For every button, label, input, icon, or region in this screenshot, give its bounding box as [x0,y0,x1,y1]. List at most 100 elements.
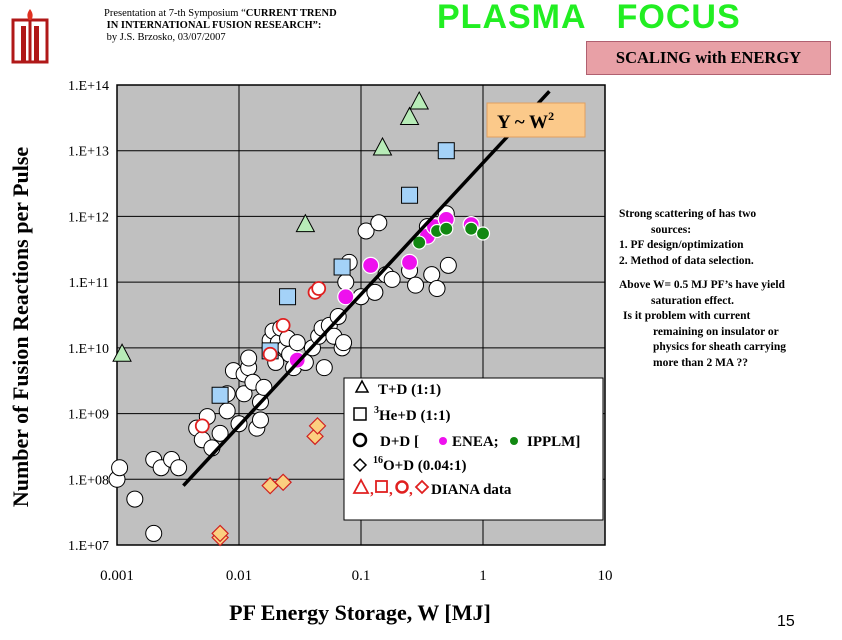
td-data-point [372,136,393,156]
ipplm-data-point [475,226,491,241]
legend-diana-triangle [352,478,370,494]
hed-data-point [211,386,229,404]
y-tick-label: 1.E+10 [68,342,109,357]
dd-data-point [428,280,446,298]
legend-label-diana: DIANA data [431,482,512,498]
legend-label-od: 16O+D (0.04:1) [373,455,467,474]
diana-data-point [311,281,327,296]
legend-label-dd: D+D [ [380,434,419,450]
legend-enea-dot [439,437,447,445]
x-tick-label: 0.01 [226,568,252,584]
note-line: physics for sheath carrying [653,341,786,353]
td-data-point [399,106,420,126]
dd-data-point [240,349,258,367]
dd-data-point [315,359,333,377]
td-data-point [409,90,430,110]
y-axis-title: Number of Fusion Reactions per Pulse [8,147,33,508]
scaling-annotation: Y ~ W2 [497,109,554,133]
ipplm-data-point [439,221,454,236]
x-tick-label: 1 [479,568,487,584]
dd-data-point [251,411,269,429]
dd-data-point [126,490,144,508]
dd-data-point [218,402,236,420]
legend-label-td: T+D (1:1) [378,382,441,398]
diana-data-point [262,346,278,362]
scaling-annotation-box [486,102,586,138]
note-line: remaining on insulator or [653,325,779,338]
y-tick-label: 1.E+09 [68,408,109,423]
dd-data-point [255,378,273,396]
enea-data-point [400,253,419,271]
legend-diana-square [375,480,388,493]
dd-data-point [335,334,353,352]
legend-circle-marker [352,432,368,448]
x-tick-label: 10 [598,568,613,584]
enea-data-point [362,256,380,274]
y-tick-label: 1.E+13 [68,145,109,160]
dd-data-point [357,222,375,240]
ipplm-data-point [412,235,427,250]
note-line: Above W= 0.5 MJ PF’s have yield [619,279,785,291]
note-line: Strong scattering of has two [619,208,757,220]
x-tick-label: 0.1 [352,568,371,584]
dd-data-point [288,334,306,352]
dd-data-point [145,524,163,542]
td-data-point [295,213,316,233]
x-tick-label: 0.001 [100,568,134,584]
td-data-point [112,343,132,362]
diana-data-point [275,317,291,333]
legend-label-hed: 3He+D (1:1) [374,405,450,424]
page-number: 15 [777,613,795,630]
y-tick-label: 1.E+14 [68,79,109,94]
institute-logo [10,6,50,64]
legend-comma: , [409,482,413,498]
od-data-point [274,473,292,492]
dd-data-point [370,214,388,232]
slide-title: PLASMA FOCUS [437,0,741,36]
scaling-fit-line [182,90,551,487]
legend-triangle-marker [354,379,370,393]
note-line: Is it problem with current [623,310,751,322]
legend-label-ipplm: IPPLM] [527,434,580,450]
y-tick-label: 1.E+12 [68,210,109,225]
dd-data-point [366,283,384,301]
note-line: 1. PF design/optimization [619,239,744,251]
presentation-title-part1: CURRENT TREND [245,8,337,19]
note-line: more than 2 MA ?? [653,356,748,369]
dd-data-point [337,273,355,291]
hed-data-point [437,142,455,160]
dd-data-point [111,459,129,477]
dd-data-point [407,276,425,294]
legend-diana-circle [395,480,409,494]
od-data-point [308,417,327,435]
hed-data-point [279,288,297,306]
dd-data-point [383,270,401,288]
enea-data-point [337,288,355,306]
legend-diamond-marker [352,457,368,473]
y-tick-label: 1.E+11 [69,276,109,291]
presentation-title-part2: IN INTERNATIONAL FUSION RESEARCH”: [106,20,322,31]
x-axis-title: PF Energy Storage, W [MJ] [229,600,491,625]
y-tick-label: 1.E+08 [68,473,109,488]
slide-subtitle: SCALING with ENERGY [586,41,831,75]
y-tick-label: 1.E+07 [68,539,109,554]
legend-square-marker [353,407,367,421]
note-line: 2. Method of data selection. [619,254,754,267]
diana-data-point [194,418,210,434]
ipplm-data-point [464,221,479,236]
legend-label-enea: ENEA; [452,434,499,450]
hed-data-point [333,258,351,276]
presentation-author: by J.S. Brzosko, 03/07/2007 [106,32,226,43]
note-line: sources: [651,223,692,236]
legend-ipplm-dot [510,437,518,445]
chart-legend: T+D (1:1) 3He+D (1:1) D+D [ ENEA; IPPLM]… [343,377,604,521]
legend-diana-diamond [414,479,430,495]
presentation-info: Presentation at 7-th Symposium “CURRENT … [104,8,337,44]
dd-data-point [170,459,188,477]
note-line: saturation effect. [651,294,735,307]
dd-data-point [439,256,457,274]
od-data-point [211,524,229,543]
dd-data-point [211,424,229,442]
dd-data-point [235,385,253,403]
